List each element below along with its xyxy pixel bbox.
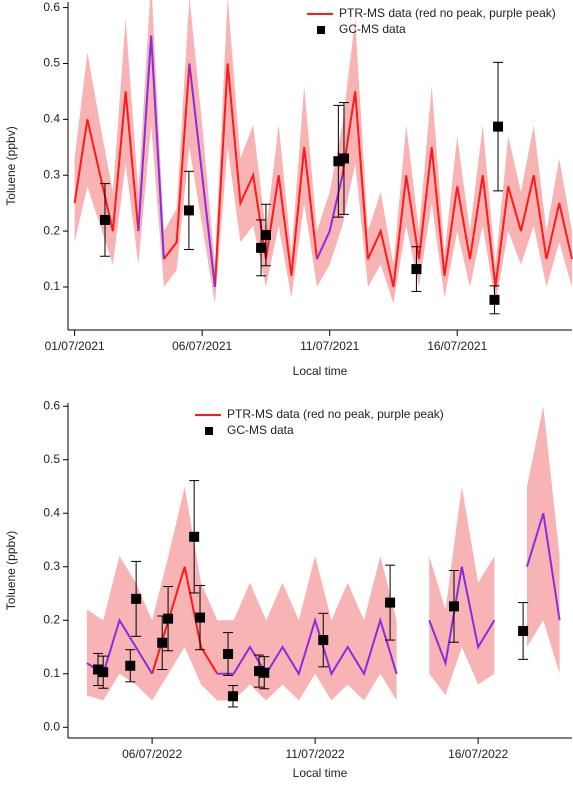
y-tick-label: 0.6 — [43, 0, 60, 14]
gc-point — [98, 667, 109, 678]
gc-point — [411, 264, 422, 275]
range-band — [527, 406, 560, 674]
range-band — [74, 0, 572, 304]
y-tick-label: 0.4 — [43, 505, 60, 519]
y-tick-label: 0.3 — [43, 167, 60, 181]
y-tick-label: 0.6 — [43, 398, 60, 412]
gc-point — [227, 691, 238, 702]
gc-point — [183, 205, 194, 216]
x-axis-label: Local time — [293, 766, 348, 780]
y-axis-label: Toluene (ppbv) — [4, 531, 18, 610]
legend-label: PTR-MS data (red no peak, purple peak) — [339, 6, 556, 20]
x-tick-label: 11/07/2021 — [300, 339, 359, 353]
gc-point — [260, 230, 271, 241]
legend-swatch — [205, 427, 213, 435]
x-tick-label: 06/07/2021 — [172, 339, 232, 353]
y-tick-label: 0.5 — [43, 56, 60, 70]
gc-point — [333, 156, 344, 167]
y-tick-label: 0.2 — [43, 223, 60, 237]
gc-point — [518, 625, 529, 636]
gc-point — [256, 242, 267, 253]
x-tick-label: 01/07/2021 — [45, 339, 105, 353]
gc-point — [125, 660, 136, 671]
gc-point — [92, 664, 103, 675]
gc-point — [157, 637, 168, 648]
x-tick-label: 11/07/2022 — [286, 747, 345, 761]
y-tick-label: 0.1 — [43, 279, 60, 293]
y-tick-label: 0.2 — [43, 612, 60, 626]
y-tick-label: 0.5 — [43, 452, 60, 466]
x-axis-label: Local time — [293, 364, 348, 378]
legend-swatch — [317, 26, 325, 34]
gc-point — [189, 531, 200, 542]
gc-point — [195, 612, 206, 623]
y-tick-label: 0.3 — [43, 559, 60, 573]
gc-point — [99, 214, 110, 225]
chart-panel: 0.0 0.1 0.2 0.3 0.4 0.5 0.6 06/07/2022 11/07/202… — [4, 398, 572, 780]
gc-point — [489, 294, 500, 305]
legend-label: GC-MS data — [339, 22, 406, 36]
legend-label: GC-MS data — [227, 423, 294, 437]
y-axis-label: Toluene (ppbv) — [4, 126, 18, 205]
gc-point — [338, 153, 349, 164]
range-band — [429, 486, 495, 696]
gc-point — [131, 593, 142, 604]
gc-point — [448, 601, 459, 612]
gc-point — [385, 597, 396, 608]
chart-panel: 0.1 0.2 0.3 0.4 0.5 0.6 01/07/2021 06/07/2021 11… — [4, 0, 573, 378]
y-tick-label: 0.1 — [43, 666, 60, 680]
gc-point — [223, 648, 234, 659]
legend-label: PTR-MS data (red no peak, purple peak) — [227, 407, 444, 421]
ptr-line — [73, 63, 573, 288]
y-tick-label: 0.0 — [43, 719, 60, 733]
gc-point — [318, 635, 329, 646]
gc-point — [493, 121, 504, 132]
x-tick-label: 16/07/2021 — [427, 339, 487, 353]
ptr-line — [86, 512, 561, 677]
gc-point — [259, 667, 270, 678]
gc-point — [254, 666, 265, 677]
x-tick-label: 16/07/2022 — [448, 747, 508, 761]
gc-point — [163, 613, 174, 624]
y-tick-label: 0.4 — [43, 112, 60, 126]
x-tick-label: 06/07/2022 — [122, 747, 182, 761]
